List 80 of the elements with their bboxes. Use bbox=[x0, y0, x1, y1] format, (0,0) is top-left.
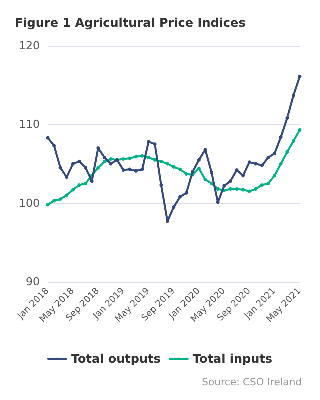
point bbox=[242, 174, 246, 178]
point bbox=[273, 174, 277, 178]
legend-label: Total outputs bbox=[71, 352, 161, 366]
point bbox=[242, 188, 246, 192]
point bbox=[78, 160, 82, 164]
y-tick-label: 100 bbox=[19, 196, 40, 210]
point bbox=[228, 187, 232, 191]
point bbox=[197, 158, 201, 162]
point bbox=[298, 74, 302, 78]
point bbox=[147, 156, 151, 160]
point bbox=[122, 158, 126, 162]
line-series bbox=[46, 128, 302, 207]
chart-title: Figure 1 Agricultural Price Indices bbox=[15, 16, 246, 30]
point bbox=[128, 156, 132, 160]
point bbox=[260, 183, 264, 187]
point bbox=[228, 180, 232, 184]
point bbox=[96, 166, 100, 170]
point bbox=[71, 162, 75, 166]
point bbox=[273, 152, 277, 156]
point bbox=[58, 166, 62, 170]
point bbox=[172, 206, 176, 210]
point bbox=[197, 166, 201, 170]
point bbox=[210, 170, 214, 174]
point bbox=[71, 188, 75, 192]
y-tick-label: 90 bbox=[26, 276, 40, 288]
point bbox=[266, 156, 270, 160]
point bbox=[147, 140, 151, 144]
point bbox=[248, 160, 252, 164]
point bbox=[178, 168, 182, 172]
point bbox=[140, 154, 144, 158]
point bbox=[46, 203, 50, 207]
point bbox=[65, 194, 69, 198]
point bbox=[298, 128, 302, 132]
point bbox=[279, 136, 283, 139]
point bbox=[122, 168, 126, 172]
point bbox=[191, 170, 195, 174]
point bbox=[292, 94, 296, 98]
point bbox=[184, 191, 188, 195]
point bbox=[222, 184, 226, 188]
point bbox=[266, 182, 270, 186]
point bbox=[178, 195, 182, 199]
point bbox=[160, 183, 164, 187]
point bbox=[166, 162, 170, 166]
point bbox=[102, 160, 106, 164]
point bbox=[292, 139, 296, 143]
point bbox=[248, 190, 252, 194]
point bbox=[134, 169, 138, 173]
point bbox=[160, 160, 164, 164]
point bbox=[210, 182, 214, 186]
point bbox=[102, 156, 106, 160]
point bbox=[286, 150, 290, 154]
point bbox=[260, 164, 264, 168]
point bbox=[90, 180, 94, 184]
point bbox=[153, 158, 157, 162]
point bbox=[84, 182, 88, 186]
point bbox=[134, 155, 138, 159]
y-tick-label: 110 bbox=[19, 118, 40, 132]
legend-label: Total inputs bbox=[192, 352, 273, 366]
point bbox=[235, 168, 239, 172]
point bbox=[279, 162, 283, 166]
point bbox=[172, 165, 176, 169]
source-note: Source: CSO Ireland bbox=[202, 378, 302, 388]
point bbox=[128, 168, 132, 172]
point bbox=[254, 162, 258, 166]
point bbox=[235, 187, 239, 191]
point bbox=[84, 166, 88, 170]
point bbox=[184, 172, 188, 176]
point bbox=[153, 142, 157, 146]
point bbox=[286, 116, 290, 120]
point bbox=[52, 199, 56, 203]
point bbox=[58, 198, 62, 202]
point bbox=[109, 158, 113, 162]
point bbox=[204, 178, 208, 182]
point bbox=[216, 187, 220, 191]
point bbox=[216, 200, 220, 204]
point bbox=[52, 144, 56, 148]
point bbox=[166, 220, 170, 224]
point bbox=[78, 183, 82, 187]
point bbox=[254, 187, 258, 191]
y-tick-label: 120 bbox=[19, 40, 40, 52]
